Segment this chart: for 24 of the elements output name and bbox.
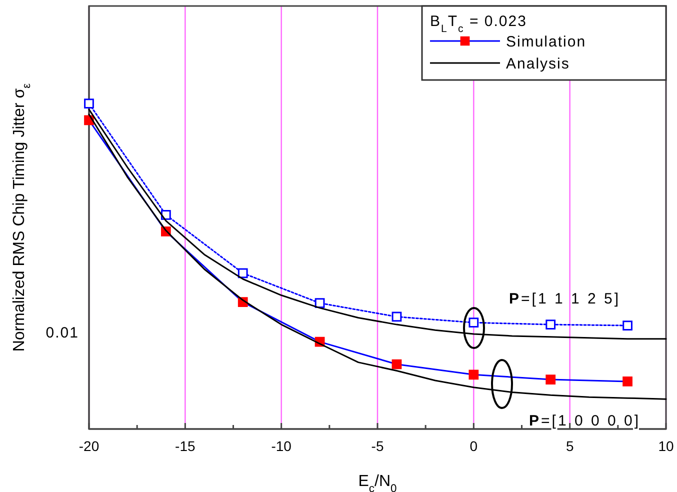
- x-tick-label: 0: [470, 438, 478, 454]
- legend-title: B$_{L}$T$_{c}$ = 0.023: [430, 13, 527, 35]
- point: [622, 320, 632, 330]
- point: [546, 374, 556, 384]
- x-tick-label: -20: [78, 438, 100, 454]
- point: [314, 298, 325, 308]
- point: [622, 376, 632, 386]
- annotation: P=[1 0 0 0 0]: [529, 412, 640, 430]
- point: [392, 312, 402, 322]
- x-tick-label: -5: [371, 438, 384, 454]
- point: [468, 370, 479, 380]
- point: [546, 320, 556, 330]
- point: [392, 359, 402, 370]
- text: 0.01: [46, 324, 79, 342]
- x-tick-label: 5: [566, 438, 574, 454]
- x-axis-title: E$_{c}$/N$_{0}$: [358, 473, 397, 492]
- annotation: P=[1 1 1 2 5]: [509, 290, 620, 308]
- point: [238, 268, 248, 278]
- x-tick-label: 10: [658, 438, 674, 454]
- point: [84, 98, 94, 109]
- x-tick-label: -15: [175, 438, 196, 454]
- legend-label: Analysis: [506, 55, 570, 72]
- x-tick-label: -10: [271, 438, 292, 454]
- legend-label: Simulation: [506, 33, 586, 50]
